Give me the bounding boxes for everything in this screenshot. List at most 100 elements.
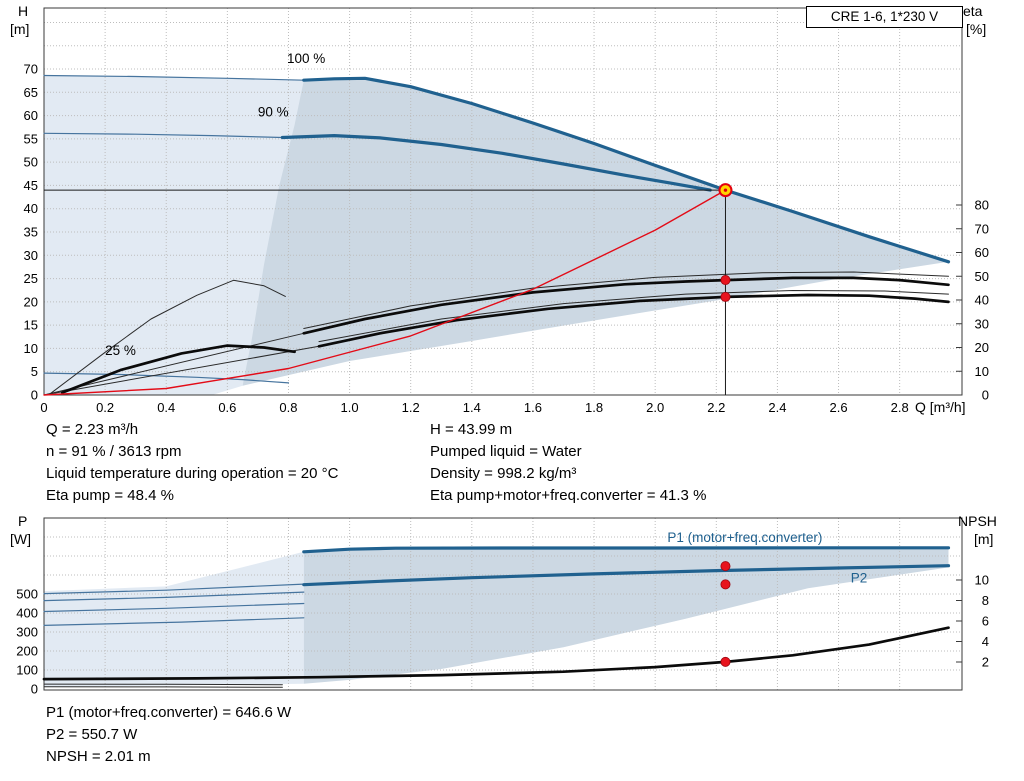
- eta-axis-unit: [%]: [966, 21, 987, 37]
- p2-duty-dot: [720, 579, 731, 590]
- y2-tick-label: 10: [975, 573, 989, 588]
- readout-eta-total: Eta pump+motor+freq.converter = 41.3 %: [430, 487, 707, 504]
- eta-total-curve: [317, 293, 950, 348]
- readout-liquid: Pumped liquid = Water: [430, 443, 582, 460]
- y2-tick-label: 50: [975, 269, 989, 284]
- qh-25pct: [43, 372, 290, 384]
- system-curve: [43, 189, 727, 396]
- x-tick-label: 1.8: [585, 400, 603, 415]
- p-aux-black-2: [43, 686, 283, 688]
- npsh-duty-dot: [720, 656, 731, 667]
- q-axis-title: Q [m³/h]: [915, 399, 966, 415]
- y-tick-label: 20: [24, 294, 38, 309]
- p1-curve: [302, 546, 951, 554]
- readout-p2: P2 = 550.7 W: [46, 726, 138, 743]
- qh-100pct: [302, 76, 951, 264]
- y-tick-label: 50: [24, 155, 38, 170]
- readout-speed: n = 91 % / 3613 rpm: [46, 443, 182, 460]
- y2-tick-label: 60: [975, 245, 989, 260]
- npsh-axis-title: NPSH: [958, 513, 997, 529]
- power-range-outer: [44, 551, 304, 687]
- x-tick-label: 0.6: [218, 400, 236, 415]
- qh-efficiency-chart: [43, 7, 963, 396]
- x-tick-label: 2.8: [891, 400, 909, 415]
- x-tick-label: 0.2: [96, 400, 114, 415]
- y2-tick-label: 2: [982, 655, 989, 670]
- readout-head: H = 43.99 m: [430, 421, 513, 438]
- duty-point-center: [723, 188, 728, 192]
- y2-tick-label: 10: [975, 364, 989, 379]
- y2-tick-label: 0: [982, 388, 989, 403]
- power-readout: P1 (motor+freq.converter) = 646.6 W P2 =…: [46, 702, 291, 768]
- y-tick-label: 0: [31, 388, 38, 403]
- readout-npsh: NPSH = 2.01 m: [46, 748, 151, 765]
- y2-tick-label: 40: [975, 293, 989, 308]
- curve-label: 25 %: [105, 343, 136, 358]
- y-tick-label: 100: [16, 663, 38, 678]
- y-tick-label: 500: [16, 587, 38, 602]
- gridlines: [44, 518, 962, 690]
- readout-p1: P1 (motor+freq.converter) = 646.6 W: [46, 704, 292, 721]
- qh-90pct: [280, 134, 712, 192]
- eta-pump-max-thin: [303, 271, 949, 329]
- eta-pump-curve: [302, 276, 950, 335]
- y-tick-label: 15: [24, 318, 38, 333]
- y-tick-label: 30: [24, 248, 38, 263]
- p2-curve: [302, 564, 951, 587]
- p-aux-black-1: [43, 683, 283, 686]
- speed-scaling-line-2: [43, 345, 320, 396]
- y2-tick-label: 20: [975, 340, 989, 355]
- y-tick-label: 45: [24, 178, 38, 193]
- eta-axis-title: eta: [963, 3, 983, 19]
- qh-100pct-tail: [43, 74, 305, 81]
- plot-border: [43, 517, 963, 691]
- x-tick-label: 0.8: [279, 400, 297, 415]
- eta-total-max-thin: [318, 290, 949, 343]
- y-tick-label: 0: [31, 682, 38, 697]
- eta-arc-partload-thick: [60, 344, 296, 394]
- readout-eta-pump: Eta pump = 48.4 %: [46, 487, 174, 504]
- p-axis-title: P: [18, 513, 28, 529]
- y2-tick-label: 4: [982, 634, 989, 649]
- y-tick-label: 400: [16, 606, 38, 621]
- y-tick-label: 5: [31, 364, 38, 379]
- y-tick-label: 25: [24, 271, 38, 286]
- x-tick-label: 2.4: [768, 400, 786, 415]
- y-tick-label: 35: [24, 225, 38, 240]
- h-axis-unit: [m]: [10, 21, 30, 37]
- y2-tick-label: 6: [982, 614, 989, 629]
- qh-90pct-tail: [43, 132, 283, 139]
- x-tick-label: 2.2: [707, 400, 725, 415]
- p-aux-2: [43, 591, 305, 602]
- p-aux-3: [43, 602, 305, 613]
- p-aux-1: [43, 583, 305, 595]
- plot-border: [43, 7, 963, 396]
- y-tick-label: 55: [24, 131, 38, 146]
- npsh-axis-unit: [m]: [974, 531, 994, 547]
- x-tick-label: 2.6: [829, 400, 847, 415]
- power-npsh-chart: [42, 517, 963, 691]
- duty-readout-right: H = 43.99 m Pumped liquid = Water Densit…: [430, 419, 706, 507]
- p-axis-unit: [W]: [10, 531, 31, 547]
- y2-tick-label: 70: [975, 221, 989, 236]
- gridlines: [44, 8, 962, 395]
- x-tick-label: 0.4: [157, 400, 175, 415]
- p-aux-4: [43, 617, 305, 627]
- readout-flow: Q = 2.23 m³/h: [46, 421, 139, 438]
- npsh-curve: [42, 626, 950, 681]
- y2-tick-label: 80: [975, 198, 989, 213]
- y2-tick-label: 8: [982, 593, 989, 608]
- x-tick-label: 0: [40, 400, 47, 415]
- duty-readout-left: Q = 2.23 m³/h n = 91 % / 3613 rpm Liquid…: [46, 419, 338, 507]
- speed-range-outer: [44, 75, 304, 395]
- y-tick-label: 10: [24, 341, 38, 356]
- y-tick-label: 40: [24, 201, 38, 216]
- eta-arc-partload-thin: [49, 279, 286, 395]
- power-control-range: [303, 547, 949, 684]
- speed-scaling-line-1: [43, 332, 305, 396]
- x-tick-label: 1.6: [524, 400, 542, 415]
- x-tick-label: 1.0: [341, 400, 359, 415]
- x-tick-label: 2.0: [646, 400, 664, 415]
